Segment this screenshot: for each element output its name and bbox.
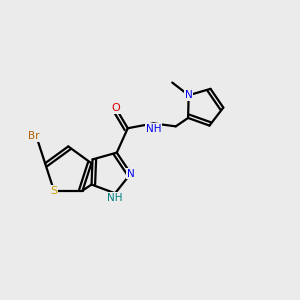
Text: O: O: [112, 103, 120, 113]
Text: Br: Br: [28, 131, 39, 141]
Text: S: S: [50, 185, 58, 196]
Text: NH: NH: [107, 193, 123, 203]
Text: NH: NH: [146, 124, 161, 134]
Text: N: N: [185, 90, 193, 100]
Text: N: N: [127, 169, 135, 178]
